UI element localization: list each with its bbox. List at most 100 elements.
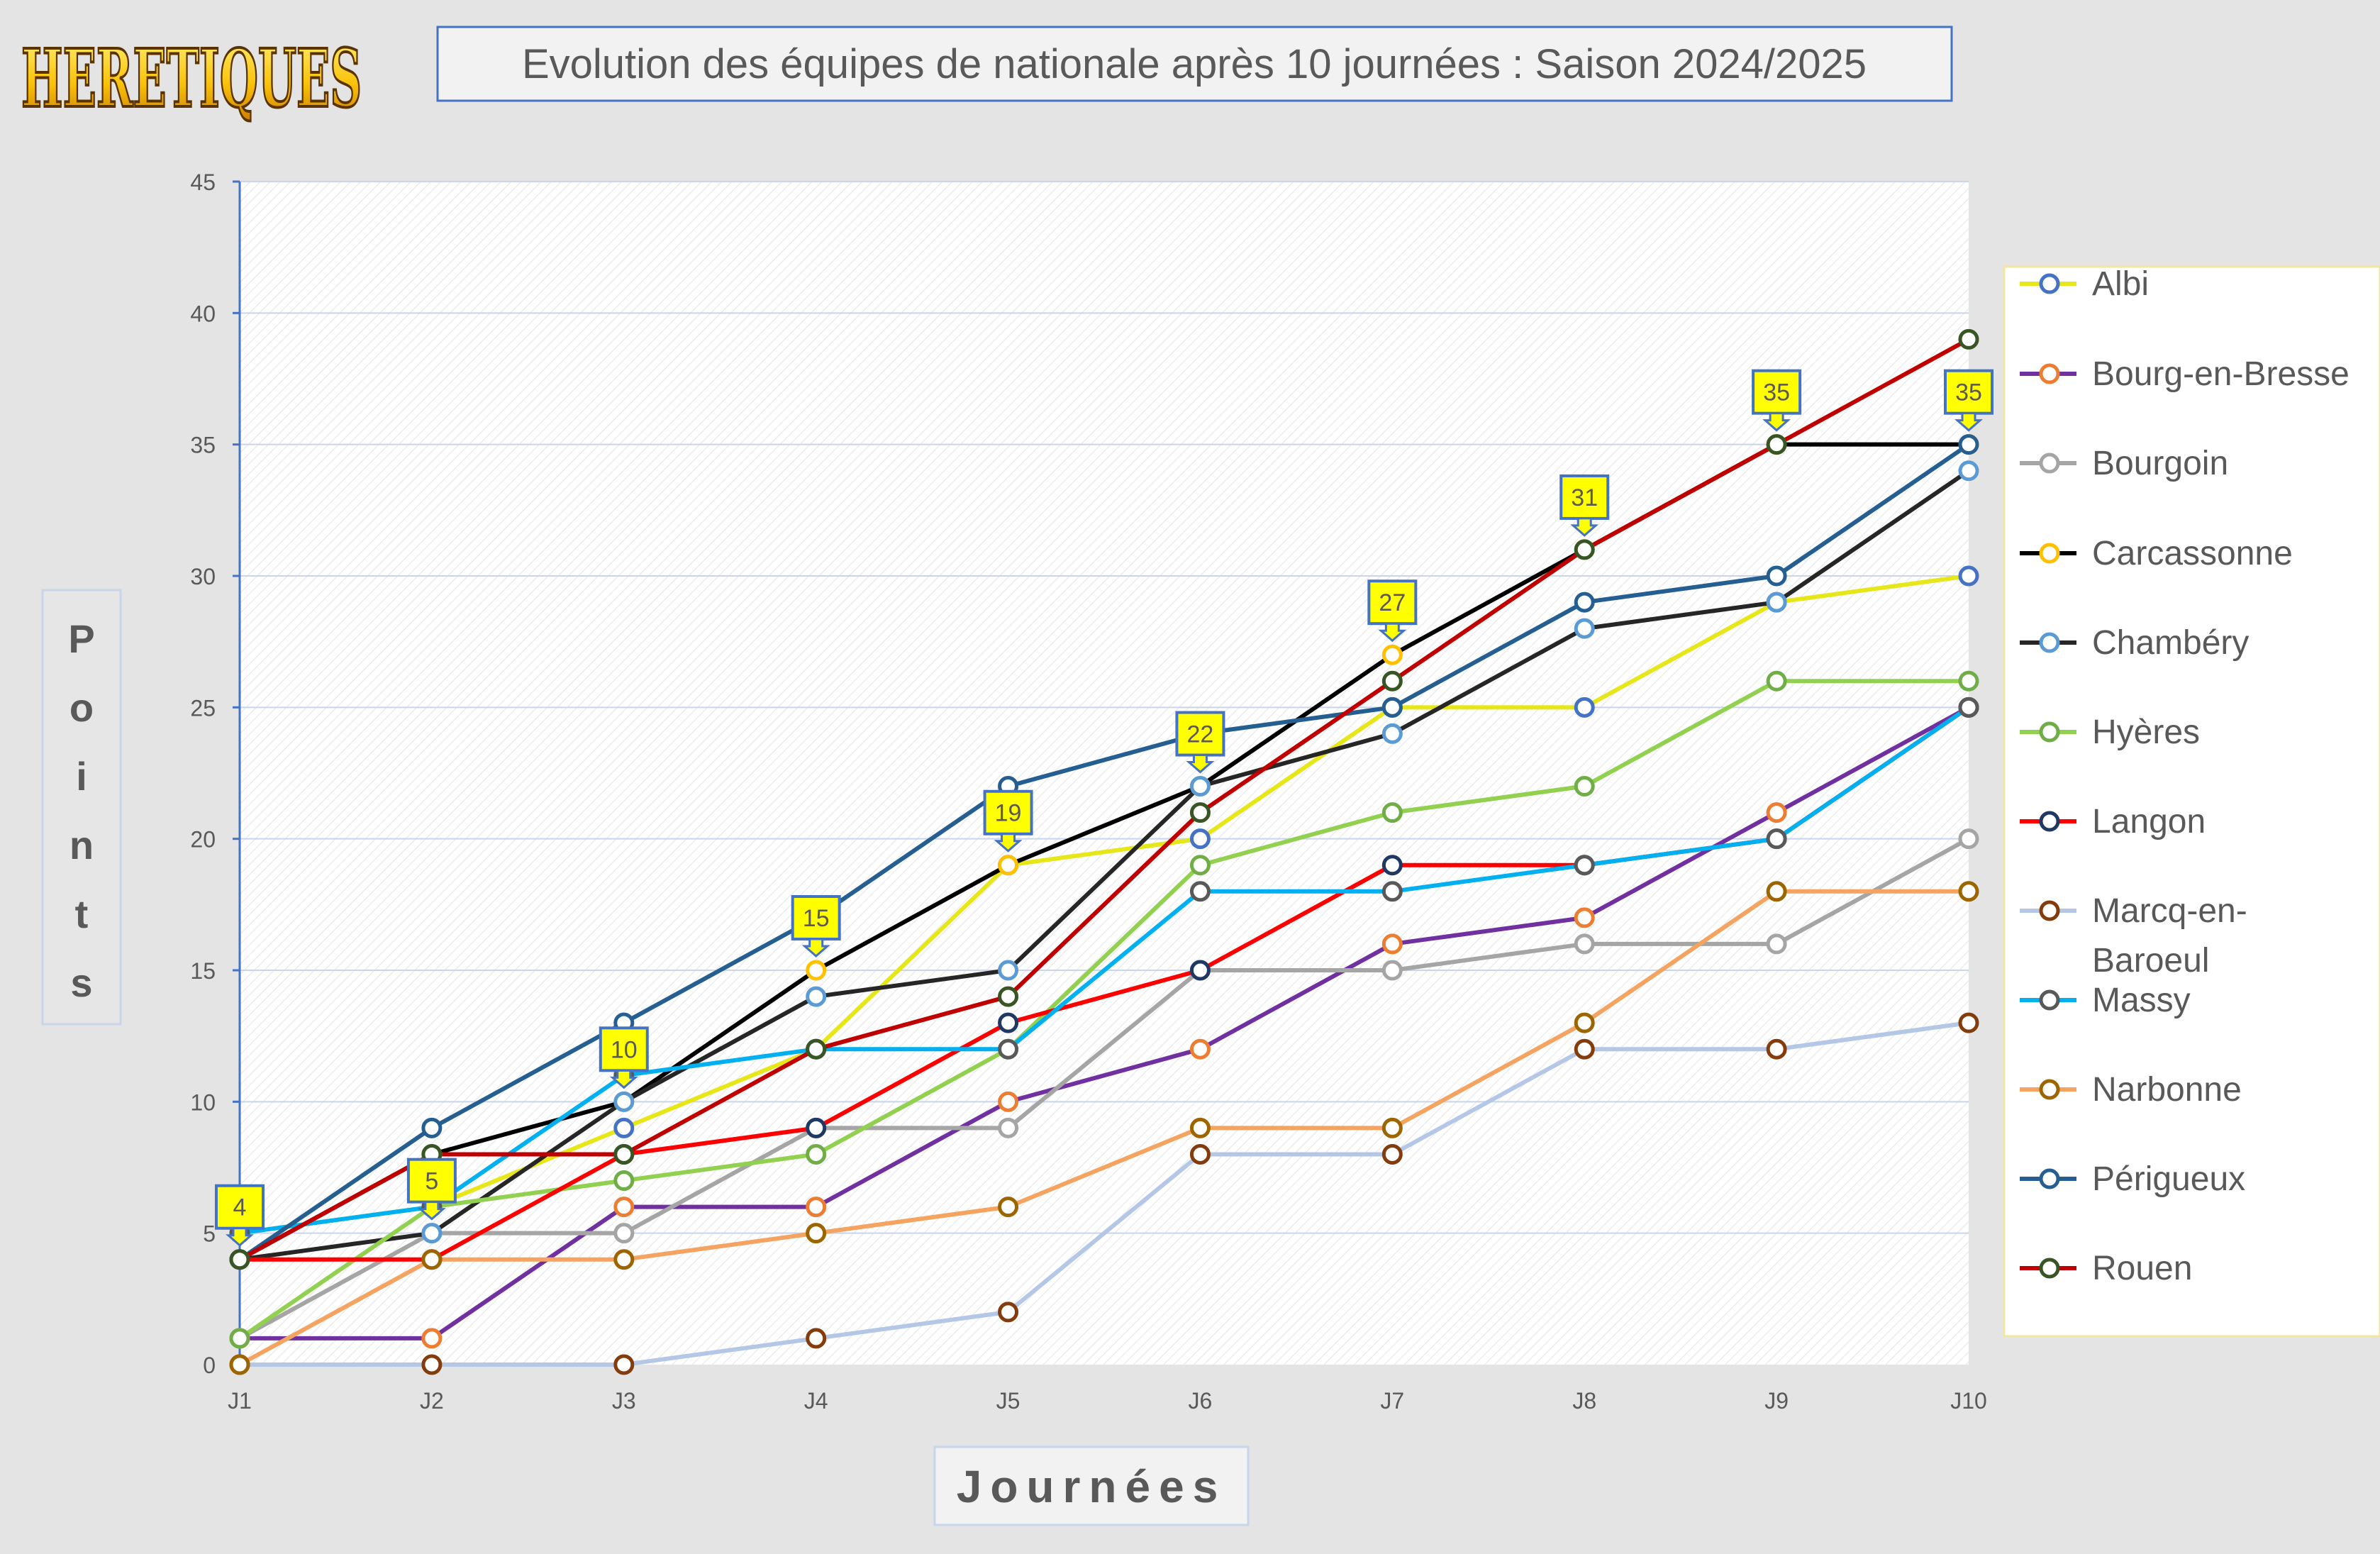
legend-label: Bourgoin [2092,445,2228,482]
title-box: Evolution des équipes de nationale après… [436,26,1953,102]
legend-swatch-marker [2039,1168,2060,1189]
data-point-hyeres [1766,670,1787,692]
legend-swatch-marker [2039,811,2060,832]
logo-text: HERETIQUES [21,33,362,126]
data-point-chambery [806,986,827,1007]
data-point-carcassonne [1381,644,1403,665]
data-point-marcq-en-baroeul [1189,1143,1211,1165]
y-tick-label: 35 [190,433,216,458]
data-point-narbonne [998,1197,1019,1218]
data-point-narbonne [1381,1117,1403,1138]
y-tick-label: 5 [203,1221,216,1247]
y-tick-label: 25 [190,695,216,721]
legend-entry-narbonne: Narbonne [2020,1071,2242,1109]
data-point-bourg-en-bresse [806,1197,827,1218]
x-tick-label: J3 [612,1388,636,1414]
data-point-bourg-en-bresse [1574,907,1595,928]
legend-entry-albi: Albi [2020,265,2149,303]
x-axis-label-box: Journées [933,1445,1250,1526]
data-point-chambery [1189,776,1211,797]
data-point-rouen [1381,670,1403,692]
leader-callout: 4 [215,1184,265,1247]
series-line-marcq-en-baroeul [240,1021,1969,1367]
callout-arrow [226,1227,254,1247]
data-point-narbonne [421,1249,443,1270]
leader-callout: 15 [791,895,841,958]
data-point-hyeres [229,1328,250,1349]
data-point-massy [1381,881,1403,902]
data-point-perigueux [1958,434,1979,455]
legend: Albi Bourg-en-Bresse Bourgoin Carcassonne Ch… [2003,265,2380,1338]
legend-label: Hyères [2092,714,2200,751]
series-line-hyeres [238,679,1969,1341]
data-point-chambery [1958,460,1979,482]
callout-box [215,1184,265,1230]
legend-entries: Albi Bourg-en-Bresse Bourgoin Carcassonne Ch… [2020,265,2350,1287]
legend-entry-carcassonne: Carcassonne [2020,535,2293,572]
legend-swatch-marker [2039,1258,2060,1279]
data-point-rouen [1189,802,1211,823]
data-point-marcq-en-baroeul [1381,1143,1403,1165]
x-tick-label: J8 [1572,1388,1596,1414]
callout-label: 35 [1955,379,1982,406]
legend-swatch-marker [2039,453,2060,474]
data-point-hyeres [1189,855,1211,876]
legend-label: Narbonne [2092,1071,2242,1109]
data-point-marcq-en-baroeul [998,1302,1019,1323]
callout-label: 10 [611,1036,638,1063]
legend-label: Chambéry [2092,624,2249,662]
x-tick-label: J10 [1950,1388,1987,1414]
legend-label: Marcq-en-Baroeul [2092,892,2247,979]
y-axis-label-letter: P [68,616,94,661]
data-point-bourg-en-bresse [613,1197,635,1218]
series-line-rouen [238,337,1970,1262]
logo: HERETIQUES [20,31,363,127]
y-axis-label-letter: n [69,823,94,867]
legend-entry-hyeres: Hyères [2020,714,2200,751]
data-point-marcq-en-baroeul [1766,1038,1787,1060]
leader-callout: 31 [1559,474,1610,537]
data-point-narbonne [1574,1012,1595,1033]
legend-entry-langon: Langon [2020,803,2206,840]
leader-callout: 10 [599,1026,649,1089]
data-point-bourg-en-bresse [421,1328,443,1349]
legend-swatch-marker [2039,632,2060,653]
data-point-chambery [1766,592,1787,613]
data-point-rouen [806,1038,827,1060]
callout-label: 22 [1187,721,1214,748]
data-point-narbonne [613,1249,635,1270]
data-point-marcq-en-baroeul [1958,1012,1979,1033]
callout-box [406,1158,457,1204]
legend-entry-perigueux: Périgueux [2020,1160,2245,1198]
data-point-hyeres [1958,670,1979,692]
legend-swatch-marker [2039,273,2060,294]
legend-label: Carcassonne [2092,535,2293,572]
y-tick-label: 0 [203,1353,216,1378]
series-line-perigueux [238,443,1970,1262]
callout-box [1367,579,1418,626]
data-point-langon [1381,855,1403,876]
callout-arrow [1954,412,1983,432]
callout-box [599,1026,649,1072]
data-point-bourg-en-bresse [998,1091,1019,1112]
data-point-chambery [613,1091,635,1112]
y-tick-label: 15 [190,958,216,984]
y-axis-label-letter: t [75,892,89,936]
callout-label: 4 [233,1194,247,1221]
x-tick-label: J1 [228,1388,252,1414]
x-axis-label: Journées [957,1461,1227,1512]
callout-box [1752,369,1802,415]
data-point-bourgoin [613,1223,635,1244]
data-point-hyeres [613,1170,635,1192]
callout-arrow [994,833,1023,853]
legend-entry-marcq-en-baroeul: Marcq-en-Baroeul [2020,892,2247,979]
callout-arrow [609,1069,638,1089]
callout-box [1175,711,1225,757]
x-tick-label: J6 [1189,1388,1213,1414]
data-point-chambery [421,1223,443,1244]
y-tick-label: 10 [190,1089,216,1115]
legend-swatch-marker [2039,363,2060,384]
data-point-narbonne [1189,1117,1211,1138]
